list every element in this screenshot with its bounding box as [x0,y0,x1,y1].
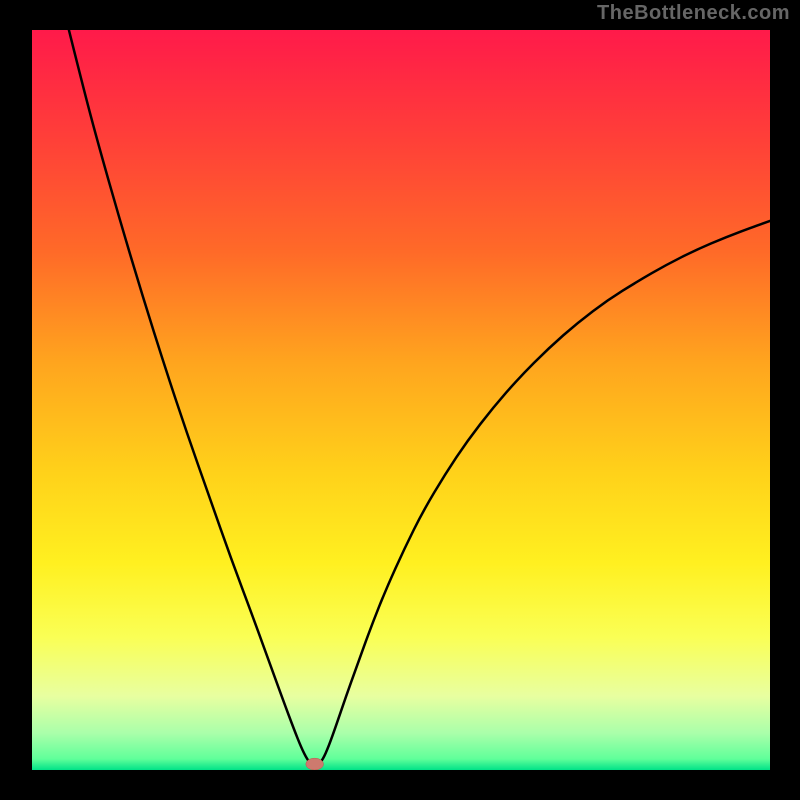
gradient-background [32,30,770,770]
chart-container: TheBottleneck.com [0,0,800,800]
watermark-text: TheBottleneck.com [597,2,790,25]
plot-svg [32,30,770,770]
optimal-point-marker [306,758,324,770]
plot-area [32,30,770,770]
